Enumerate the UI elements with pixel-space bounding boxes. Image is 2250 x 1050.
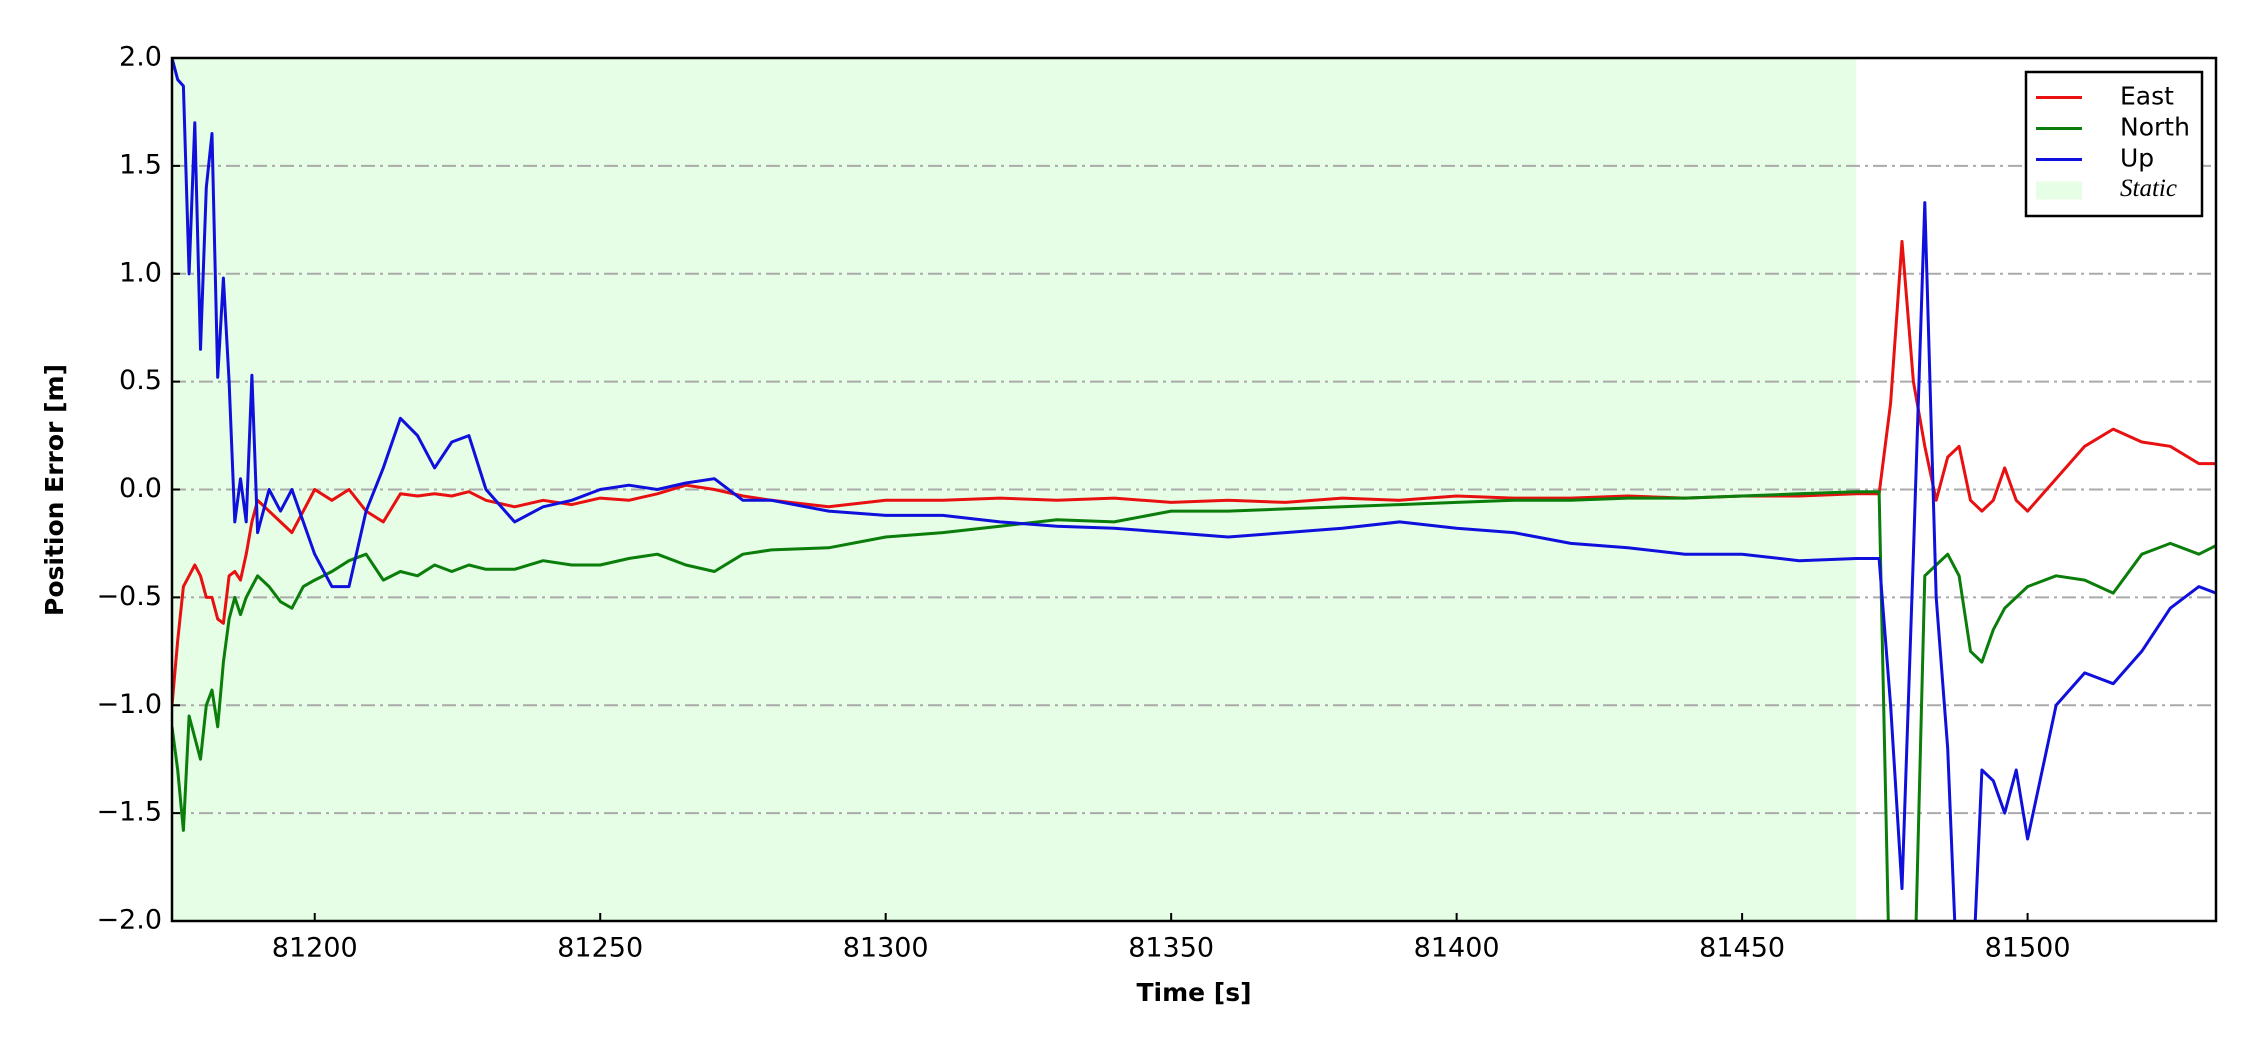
- y-axis-title: Position Error [m]: [40, 364, 69, 616]
- lines: [172, 58, 2216, 921]
- y-tick-label: −2.0: [96, 905, 162, 936]
- y-tick-label: −1.0: [96, 689, 162, 720]
- y-tick-label: 1.5: [119, 149, 162, 180]
- x-tick-label: 81500: [1985, 933, 2071, 964]
- legend-label: Up: [2120, 144, 2154, 173]
- y-tick-label: 0.5: [119, 365, 162, 396]
- x-tick-label: 81350: [1128, 933, 1214, 964]
- y-tick-label: −0.5: [96, 581, 162, 612]
- x-tick-label: 81400: [1414, 933, 1500, 964]
- x-tick-label: 81300: [843, 933, 929, 964]
- x-tick-label: 81200: [272, 933, 358, 964]
- plot-frame: [170, 56, 2218, 923]
- series-line: [172, 490, 2216, 921]
- series-line: [172, 58, 2216, 921]
- legend-label: North: [2120, 113, 2190, 142]
- legend-label: East: [2120, 82, 2174, 111]
- y-tick-label: 2.0: [119, 42, 162, 73]
- x-tick-label: 81450: [1699, 933, 1785, 964]
- x-axis-title: Time [s]: [1136, 978, 1251, 1007]
- y-tick-label: 0.0: [119, 473, 162, 504]
- x-tick-label: 81250: [557, 933, 643, 964]
- legend-label: Static: [2120, 175, 2177, 202]
- legend-swatch: [2036, 181, 2082, 200]
- y-tick-label: 1.0: [119, 257, 162, 288]
- y-tick-label: −1.5: [96, 797, 162, 828]
- axes: −2.0 −1.5 −1.0 −0.5 0.0 0.5 1.0 1.5 2.0 81200 8125…: [96, 42, 2218, 964]
